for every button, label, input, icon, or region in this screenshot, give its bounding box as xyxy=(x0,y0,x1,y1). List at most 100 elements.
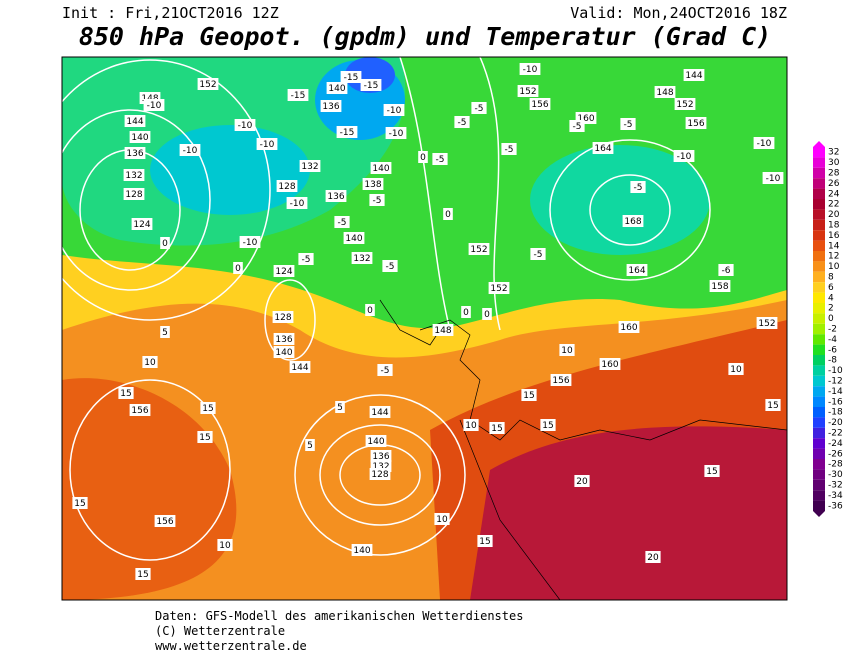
legend-swatch xyxy=(813,271,825,283)
valid-time: Valid: Mon,24OCT2016 18Z xyxy=(570,4,787,22)
legend-label: -14 xyxy=(828,387,843,397)
contour-label-box xyxy=(673,150,695,162)
legend-label: -12 xyxy=(828,377,843,387)
contour-label-box xyxy=(626,264,648,276)
legend-swatch xyxy=(813,240,825,251)
contour-label: -15 xyxy=(344,73,359,83)
contour-label-box xyxy=(454,116,470,128)
legend-cap xyxy=(813,511,825,517)
contour-label: -10 xyxy=(147,101,162,111)
contour-label-box xyxy=(200,402,216,414)
contour-label-box xyxy=(160,237,170,249)
legend-label: 8 xyxy=(828,273,834,283)
legend-label: 32 xyxy=(828,148,839,158)
contour-label: -10 xyxy=(389,129,404,139)
legend-label: -10 xyxy=(828,366,843,376)
contour-label-box xyxy=(382,260,398,272)
contour-label-box xyxy=(179,144,201,156)
cold-core xyxy=(150,125,310,215)
contour-label-box xyxy=(287,89,309,101)
contour-label: -15 xyxy=(291,91,306,101)
contour-label: 144 xyxy=(126,117,143,127)
contour-label: 10 xyxy=(436,515,448,525)
footer-copyright: (C) Wetterzentrale xyxy=(155,624,285,638)
legend-label: -6 xyxy=(828,345,837,355)
legend-label: 22 xyxy=(828,200,839,210)
contour-label: 128 xyxy=(371,470,388,480)
legend-swatch xyxy=(813,178,825,189)
contour-label-box xyxy=(756,317,778,329)
contour-label-box xyxy=(365,435,387,447)
contour-label-box xyxy=(123,169,145,181)
contour-label: 20 xyxy=(576,477,588,487)
contour-label: -5 xyxy=(373,196,382,206)
contour-label: 128 xyxy=(274,313,291,323)
contour-label: 10 xyxy=(219,541,231,551)
contour-label: -10 xyxy=(766,174,781,184)
contour-label: -10 xyxy=(523,65,538,75)
contour-label: 15 xyxy=(491,424,502,434)
legend-swatch xyxy=(813,375,825,387)
contour-label: 15 xyxy=(479,537,490,547)
legend-label: -8 xyxy=(828,356,837,366)
contour-label: 132 xyxy=(301,162,318,172)
contour-label-box xyxy=(704,465,720,477)
legend-label: 20 xyxy=(828,210,840,220)
legend-swatch xyxy=(813,230,825,241)
contour-label: -15 xyxy=(340,128,355,138)
contour-label-box xyxy=(674,98,696,110)
contour-label: 20 xyxy=(647,553,659,563)
contour-label-box xyxy=(762,172,784,184)
contour-label: 140 xyxy=(328,84,345,94)
contour-label-box xyxy=(443,208,453,220)
legend-swatch xyxy=(813,157,825,168)
legend-label: -18 xyxy=(828,408,843,418)
map-frame xyxy=(61,56,788,601)
contour-label-box xyxy=(550,374,572,386)
contour-label-box xyxy=(351,544,373,556)
contour-label: 152 xyxy=(470,245,487,255)
legend-label: -16 xyxy=(828,397,843,407)
legend-label: 10 xyxy=(828,262,840,272)
legend-label: -32 xyxy=(828,481,843,491)
contour-label-box xyxy=(336,126,358,138)
contour-label-box xyxy=(273,333,295,345)
contour-label: 152 xyxy=(758,319,775,329)
contour-label-box xyxy=(482,308,492,320)
legend-swatch xyxy=(813,323,825,335)
contour-label-box xyxy=(369,406,391,418)
legend-swatch xyxy=(813,438,825,449)
legend-swatch xyxy=(813,292,825,303)
contour-label: 140 xyxy=(353,546,370,556)
legend-label: 26 xyxy=(828,179,840,189)
legend-swatch xyxy=(813,219,825,231)
contour-label: -5 xyxy=(338,218,347,228)
contour-label-box xyxy=(298,253,314,265)
legend-label: -36 xyxy=(828,501,843,511)
contour-label-box xyxy=(131,218,153,230)
contour-label-box xyxy=(129,131,151,143)
contour-label: 144 xyxy=(685,71,702,81)
legend-label: -2 xyxy=(828,325,837,335)
contour-label-box xyxy=(340,71,362,83)
contour-label-box xyxy=(305,439,315,451)
legend-label: 0 xyxy=(828,314,834,324)
contour-label: 15 xyxy=(542,421,553,431)
contour-label: -5 xyxy=(302,255,311,265)
contour-label: -10 xyxy=(260,140,275,150)
contour-label-box xyxy=(197,431,213,443)
contour-label: -5 xyxy=(458,118,467,128)
legend-swatch xyxy=(813,334,825,345)
contour-label: 15 xyxy=(137,570,148,580)
contour-label: 136 xyxy=(372,452,389,462)
contour-label-box xyxy=(685,117,707,129)
contour-label-box xyxy=(217,539,233,551)
contour-label: -5 xyxy=(381,366,390,376)
legend-swatch xyxy=(813,469,825,480)
contour-label-box xyxy=(709,280,731,292)
contour-label: 148 xyxy=(434,326,451,336)
legend-cap xyxy=(813,141,825,147)
contour-label-box xyxy=(683,69,705,81)
contour-label: -5 xyxy=(634,183,643,193)
contour-label-box xyxy=(334,216,350,228)
